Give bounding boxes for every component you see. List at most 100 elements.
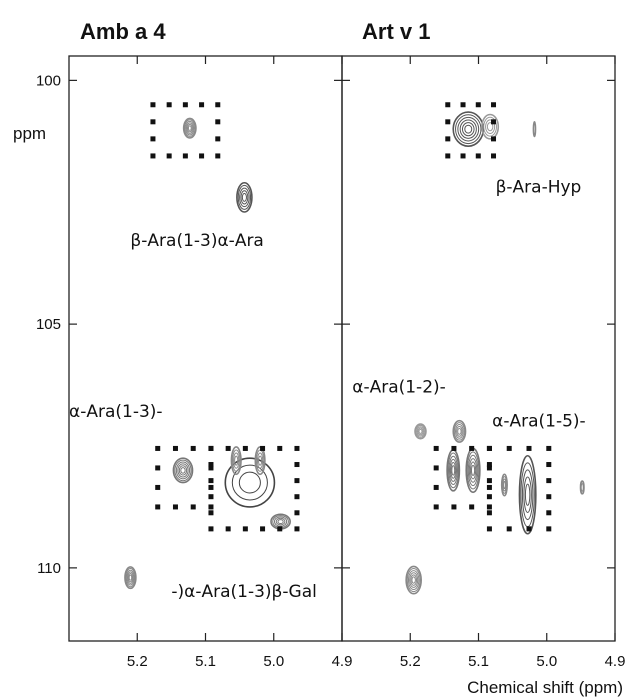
- contour-level: [532, 121, 537, 138]
- box-dot: [294, 445, 300, 451]
- contour-level: [452, 419, 467, 443]
- dotted-box: [445, 102, 497, 159]
- contour-level: [468, 458, 478, 483]
- contour-level: [175, 461, 191, 480]
- contour-peak: [405, 565, 422, 595]
- box-dot: [546, 510, 552, 516]
- box-dot: [208, 526, 214, 532]
- contour-level: [414, 423, 427, 440]
- contour-level: [464, 124, 473, 134]
- box-dot: [526, 445, 532, 451]
- box-dot: [451, 504, 457, 510]
- contour-level: [128, 574, 133, 581]
- box-dot: [445, 102, 451, 108]
- box-dot: [433, 484, 439, 490]
- contour-peak: [124, 566, 137, 590]
- contour-level: [502, 478, 507, 492]
- contour-peak: [500, 473, 508, 497]
- contour-level: [178, 465, 188, 476]
- contour-level: [174, 459, 192, 482]
- box-dot: [451, 445, 457, 451]
- peak-annotation: α-Ara(1-5)-: [492, 412, 586, 432]
- contour-level: [457, 116, 480, 142]
- box-dot: [546, 462, 552, 468]
- contour-level: [186, 123, 193, 133]
- peak-annotation: α-Ara(1-2)-: [352, 377, 446, 397]
- contour-level: [483, 116, 497, 137]
- contour-level: [415, 424, 426, 438]
- contour-level: [233, 452, 240, 469]
- peak-annotation: -)α-Ara(1-3)β-Gal: [171, 582, 316, 602]
- contour-level: [224, 457, 276, 508]
- panel-title-art-v-1: Art v 1: [362, 19, 430, 44]
- contour-level: [416, 426, 425, 437]
- box-dot: [182, 153, 188, 159]
- box-dot: [190, 504, 196, 510]
- box-dot: [166, 102, 172, 108]
- box-dot: [155, 465, 161, 471]
- box-dot: [208, 484, 214, 490]
- x-tick-label: 4.9: [332, 653, 353, 670]
- dotted-box: [433, 445, 492, 510]
- x-axis-label: Chemical shift (ppm): [467, 678, 623, 697]
- contour-level: [230, 446, 242, 476]
- contour-level: [237, 184, 252, 210]
- box-dot: [166, 153, 172, 159]
- contour-level: [470, 464, 476, 476]
- contour-level: [501, 476, 508, 494]
- contour-peak: [446, 449, 461, 492]
- annotation-layer-right: β-Ara-Hyp α-Ara(1-2)- α-Ara(1-5)-: [352, 178, 585, 432]
- box-dot: [294, 494, 300, 500]
- contour-level: [524, 483, 531, 506]
- contour-level: [275, 517, 286, 526]
- box-dot: [433, 504, 439, 510]
- annotation-layer-left: β-Ara(1-3)α-Ara α-Ara(1-3)- -)α-Ara(1-3)β-…: [69, 231, 317, 602]
- contour-level: [234, 455, 239, 466]
- box-dot: [486, 510, 492, 516]
- panel-amb-a-4: Amb a 4 β-Ara(1-3)α-Ara α-Ara(1-3)- -)α-Ar…: [36, 19, 352, 670]
- y-tick-label: 105: [36, 316, 61, 333]
- contour-peak: [481, 113, 500, 140]
- peak-annotation: β-Ara-Hyp: [496, 178, 582, 198]
- contour-level: [461, 122, 475, 137]
- box-dot: [208, 510, 214, 516]
- box-dot: [486, 494, 492, 500]
- peak-annotation: β-Ara(1-3)α-Ara: [130, 231, 263, 251]
- contour-peak: [172, 457, 194, 484]
- box-dot: [199, 102, 205, 108]
- contour-level: [126, 571, 134, 584]
- contour-level: [273, 516, 288, 527]
- peak-annotation: α-Ara(1-3)-: [69, 402, 163, 422]
- contour-level: [449, 458, 458, 482]
- box-dot: [546, 445, 552, 451]
- x-ticks-right: 5.2 5.1 5.0 4.9: [342, 56, 625, 670]
- panel-art-v-1: Art v 1 β-Ara-Hypα-Ara(1-2)-α-Ara(1-5)- …: [341, 19, 625, 670]
- y-tick-label: 110: [37, 560, 61, 577]
- contour-peak: [224, 457, 276, 508]
- box-dot: [486, 445, 492, 451]
- box-dot: [491, 119, 497, 125]
- box-dot: [242, 526, 248, 532]
- contour-level: [125, 568, 136, 588]
- box-dot: [294, 462, 300, 468]
- x-tick-label: 5.0: [263, 653, 284, 670]
- contour-level: [258, 455, 263, 466]
- box-dot: [225, 526, 231, 532]
- box-dot: [294, 526, 300, 532]
- plot-frame-left: [68, 55, 343, 642]
- contour-level: [467, 454, 479, 487]
- contour-level: [523, 476, 532, 513]
- box-dot: [445, 136, 451, 142]
- peak-layer-left: [124, 117, 291, 590]
- box-dot: [260, 526, 266, 532]
- box-dot: [155, 484, 161, 490]
- contour-level: [406, 568, 421, 593]
- box-dot: [190, 445, 196, 451]
- box-dot: [199, 153, 205, 159]
- contour-level: [417, 427, 424, 436]
- contour-level: [180, 467, 186, 474]
- box-dot: [182, 102, 188, 108]
- contour-peak: [182, 117, 197, 139]
- box-dot: [546, 526, 552, 532]
- box-dot: [155, 445, 161, 451]
